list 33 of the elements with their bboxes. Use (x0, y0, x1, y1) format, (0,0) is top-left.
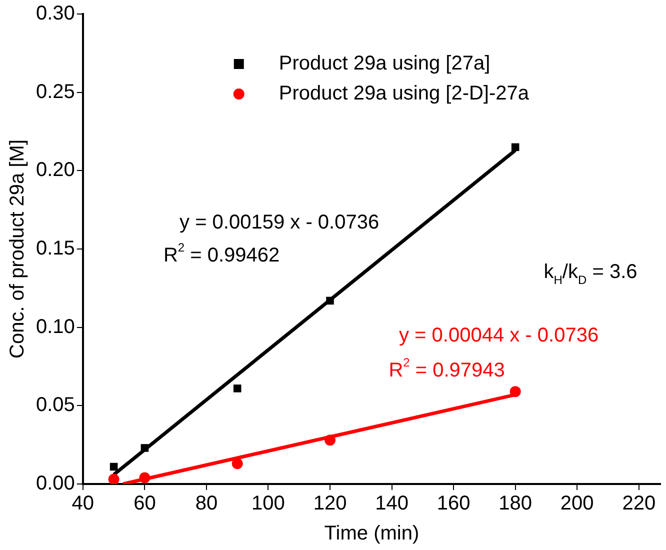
point (324, 434, 336, 446)
x-tick-label: 200 (560, 492, 594, 515)
x-tick-label: 180 (498, 492, 532, 515)
point (510, 386, 521, 398)
point (326, 296, 334, 305)
x-tick-label: 60 (134, 492, 156, 515)
x-tick-label: 220 (622, 492, 656, 515)
annotation: y = 0.00159 x - 0.0736 (180, 212, 380, 234)
point (110, 462, 118, 471)
point (140, 444, 149, 452)
y-tick-label: 0.20 (36, 159, 75, 182)
point (233, 384, 242, 392)
point (108, 474, 120, 484)
x-tick-label: 160 (436, 492, 470, 515)
y-tick-label: 0.05 (36, 394, 75, 416)
point (139, 472, 150, 484)
y-tick-label: 0.00 (36, 472, 75, 495)
point (232, 458, 243, 470)
y-axis-title: Conc. of product 29a [M] (6, 139, 29, 359)
y-tick-label: 0.25 (36, 80, 75, 103)
y-tick-label: 0.15 (36, 238, 75, 260)
x-tick-label: 100 (252, 492, 285, 515)
annotation: y = 0.00044 x - 0.0736 (398, 324, 599, 346)
legend-label: Product 29a using [2-D]-27a (278, 82, 530, 105)
x-tick-label: 40 (72, 492, 94, 515)
x-tick-label: 120 (313, 492, 347, 515)
legend-label: Product 29a using [27a] (278, 52, 490, 75)
x-axis-title: Time (min) (324, 522, 420, 545)
x-tick-label: 140 (375, 492, 408, 515)
y-tick-label: 0.10 (36, 316, 75, 338)
y-tick-label: 0.30 (36, 2, 75, 25)
point (511, 143, 520, 152)
x-tick-label: 80 (195, 492, 218, 515)
